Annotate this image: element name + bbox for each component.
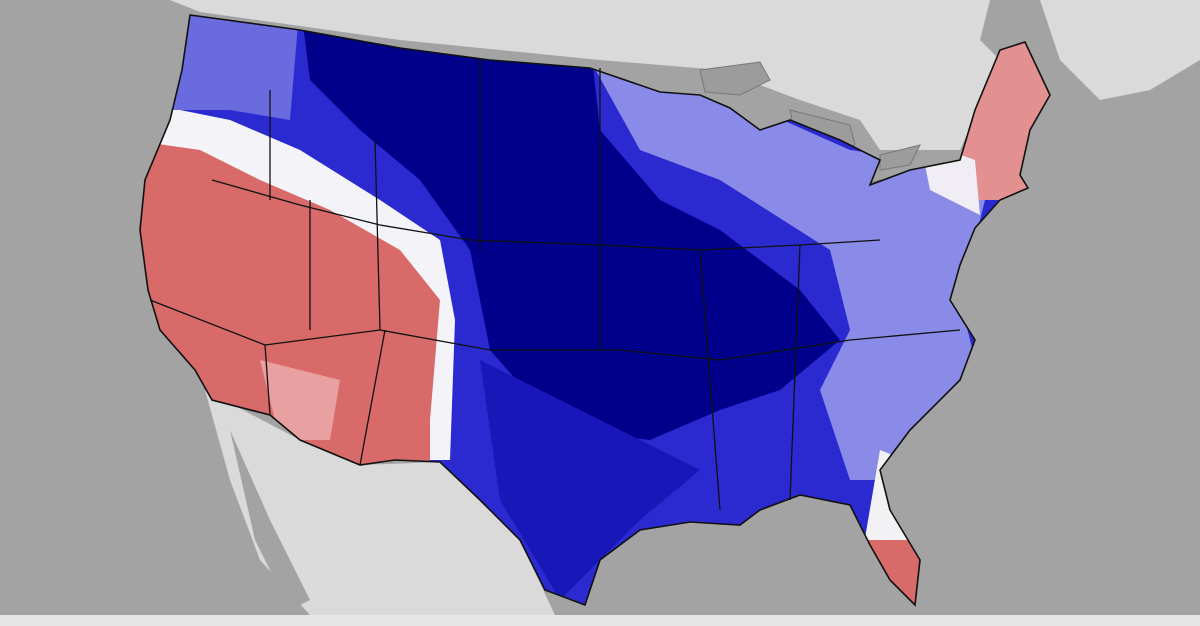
canada-east [1040,0,1200,100]
gulf-of-california [230,430,310,610]
canada [170,0,1000,150]
border [264,60,801,511]
state-borders [139,14,1051,607]
border [149,299,961,361]
anomaly-cold-south [480,360,700,600]
anomaly-slightly-warm [260,360,340,440]
bottom-border [0,615,1200,626]
anomaly-cold [300,15,840,440]
border [211,179,881,251]
mexico [205,390,560,626]
us-outline [139,14,1051,607]
anomaly-warm [140,140,440,465]
